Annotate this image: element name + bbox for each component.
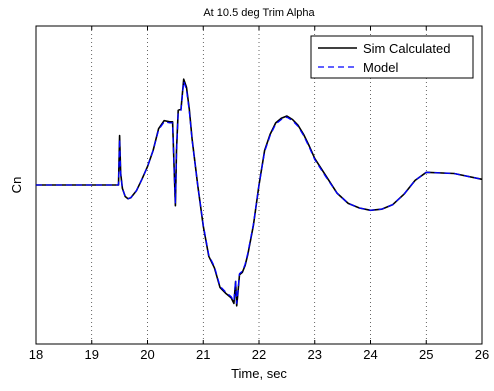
series-line-model: [36, 80, 483, 305]
x-tick-label-25: 25: [419, 347, 433, 362]
x-tick-label-22: 22: [252, 347, 266, 362]
x-tick-label-21: 21: [196, 347, 210, 362]
x-tick-label-18: 18: [29, 347, 43, 362]
y-axis-label: Cn: [9, 177, 24, 194]
x-tick-label-26: 26: [475, 347, 489, 362]
legend-label-sim-calculated: Sim Calculated: [363, 41, 450, 56]
x-tick-label-24: 24: [363, 347, 377, 362]
x-tick-label-20: 20: [140, 347, 154, 362]
x-axis-ticks: 18 19 20 21 22 23 24 25 26: [29, 26, 489, 362]
x-axis-label: Time, sec: [231, 366, 287, 381]
x-tick-label-23: 23: [308, 347, 322, 362]
legend-box: [310, 35, 474, 79]
chart-title: At 10.5 deg Trim Alpha: [203, 7, 315, 19]
legend-label-model: Model: [363, 60, 399, 75]
gridlines: [91, 26, 427, 344]
legend: Sim Calculated Model: [310, 35, 474, 79]
x-tick-label-19: 19: [85, 347, 99, 362]
series-lines: [36, 78, 483, 307]
